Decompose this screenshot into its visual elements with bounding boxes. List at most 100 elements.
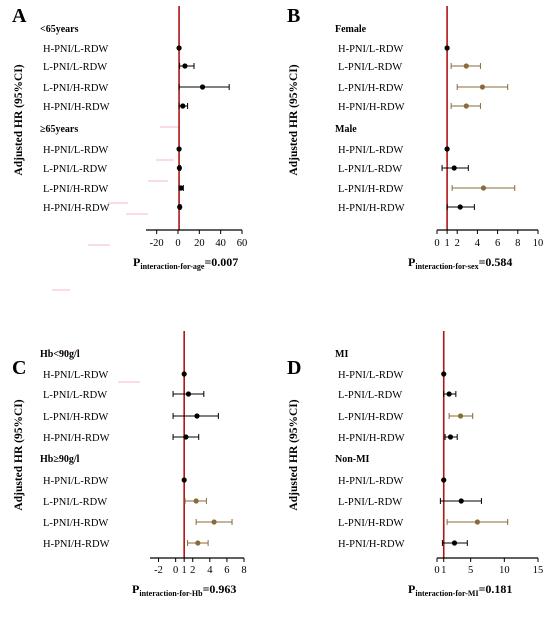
p-symbol: P [408, 255, 415, 269]
hr-point [446, 391, 452, 397]
x-tick-label: 1 [441, 565, 446, 576]
y-axis-label: Adjusted HR (95%CI) [288, 399, 300, 510]
panel-A: A Adjusted HR (95%CI) -20 0 20 40 60 <65years H-… [12, 5, 247, 271]
row-label: L-PNI/L-RDW [338, 390, 402, 401]
hr-point [176, 45, 182, 51]
hr-point [176, 165, 182, 171]
group-label: Male [335, 124, 357, 135]
row-label: L-PNI/H-RDW [43, 412, 108, 423]
panel-B: B Adjusted HR (95%CI) 0 1 2 4 6 8 10 Female H-PNI/… [287, 5, 543, 271]
p-symbol: P [132, 582, 139, 596]
x-tick-label: -2 [154, 565, 163, 576]
x-tick-label: 10 [499, 565, 510, 576]
row-label: L-PNI/L-RDW [43, 497, 107, 508]
hr-point [474, 519, 480, 525]
hr-point [451, 165, 457, 171]
hr-point [463, 63, 469, 69]
hr-point [181, 477, 187, 483]
row-label: L-PNI/L-RDW [43, 390, 107, 401]
p-symbol: P [133, 255, 140, 269]
row-label: L-PNI/H-RDW [43, 83, 108, 94]
group-label: Female [335, 24, 367, 35]
hr-point [194, 413, 200, 419]
hr-point [195, 540, 201, 546]
panel-C: C Adjusted HR (95%CI) -2 0 1 2 4 6 8 Hb<90g/l H-PN… [12, 331, 247, 598]
x-tick-label: 60 [237, 238, 248, 249]
row-label: H-PNI/H-RDW [43, 203, 110, 214]
y-axis-label: Adjusted HR (95%CI) [288, 64, 300, 175]
x-tick-label: -20 [150, 238, 164, 249]
p-subscript: interaction-for-MI [415, 589, 478, 598]
hr-point [451, 540, 458, 546]
group-label: Non-MI [335, 454, 370, 465]
x-tick-label: 6 [495, 238, 500, 249]
hr-point [193, 498, 199, 504]
row-label: H-PNI/L-RDW [338, 44, 403, 55]
x-tick-label: 4 [207, 565, 213, 576]
p-value: =0.007 [204, 255, 238, 269]
row-label: L-PNI/L-RDW [338, 497, 402, 508]
hr-point [457, 413, 464, 419]
row-label: L-PNI/L-RDW [43, 62, 107, 73]
row-label: L-PNI/L-RDW [338, 62, 402, 73]
p-value: =0.181 [479, 582, 513, 596]
x-tick-label: 1 [444, 238, 449, 249]
row-label: H-PNI/L-RDW [338, 476, 403, 487]
row-label: L-PNI/L-RDW [338, 164, 402, 175]
hr-point [458, 498, 464, 504]
x-tick-label: 2 [190, 565, 195, 576]
hr-point [480, 185, 487, 191]
x-tick-label: 0 [434, 565, 439, 576]
p-interaction-label: Pinteraction-for-sex=0.584 [408, 255, 512, 271]
hr-point [441, 371, 447, 377]
row-label: L-PNI/H-RDW [338, 83, 403, 94]
p-interaction-label: Pinteraction-for-MI=0.181 [408, 582, 512, 598]
group-label: Hb<90g/l [40, 349, 80, 360]
x-tick-label: 1 [182, 565, 187, 576]
group-label: MI [335, 349, 348, 360]
x-tick-label: 0 [175, 238, 180, 249]
p-interaction-label: Pinteraction-for-Hb=0.963 [132, 582, 236, 598]
row-label: H-PNI/H-RDW [43, 433, 110, 444]
x-tick-label: 4 [475, 238, 481, 249]
group-label: Hb≥90g/l [40, 454, 80, 465]
x-tick-label: 40 [215, 238, 226, 249]
hr-point [479, 84, 486, 90]
x-tick-label: 6 [224, 565, 229, 576]
hr-point [185, 391, 192, 397]
x-tick-label: 5 [468, 565, 473, 576]
p-value: =0.584 [479, 255, 513, 269]
panel-letter: B [287, 5, 300, 27]
x-tick-label: 15 [533, 565, 544, 576]
group-label: <65years [40, 24, 79, 35]
row-label: L-PNI/H-RDW [338, 412, 403, 423]
row-label: H-PNI/L-RDW [43, 370, 108, 381]
hr-point [457, 204, 463, 210]
hr-point [199, 84, 206, 90]
x-tick-label: 8 [241, 565, 246, 576]
hr-point [177, 204, 183, 210]
group-label: ≥65years [40, 124, 78, 135]
row-label: H-PNI/L-RDW [338, 370, 403, 381]
p-value: =0.963 [203, 582, 237, 596]
row-label: L-PNI/H-RDW [338, 518, 403, 529]
hr-point [181, 371, 187, 377]
row-label: L-PNI/H-RDW [338, 184, 403, 195]
hr-point [183, 434, 189, 440]
panel-letter: A [12, 5, 27, 27]
row-label: L-PNI/L-RDW [43, 164, 107, 175]
row-label: H-PNI/H-RDW [338, 433, 405, 444]
row-label: L-PNI/H-RDW [43, 518, 108, 529]
row-label: L-PNI/H-RDW [43, 184, 108, 195]
hr-point [463, 103, 469, 109]
hr-point [211, 519, 217, 525]
hr-point [182, 63, 188, 69]
hr-point [441, 477, 447, 483]
p-interaction-label: Pinteraction-for-age=0.007 [133, 255, 238, 271]
x-tick-label: 8 [515, 238, 520, 249]
hr-point [176, 146, 182, 152]
row-label: H-PNI/H-RDW [43, 539, 110, 550]
x-tick-label: 0 [173, 565, 178, 576]
